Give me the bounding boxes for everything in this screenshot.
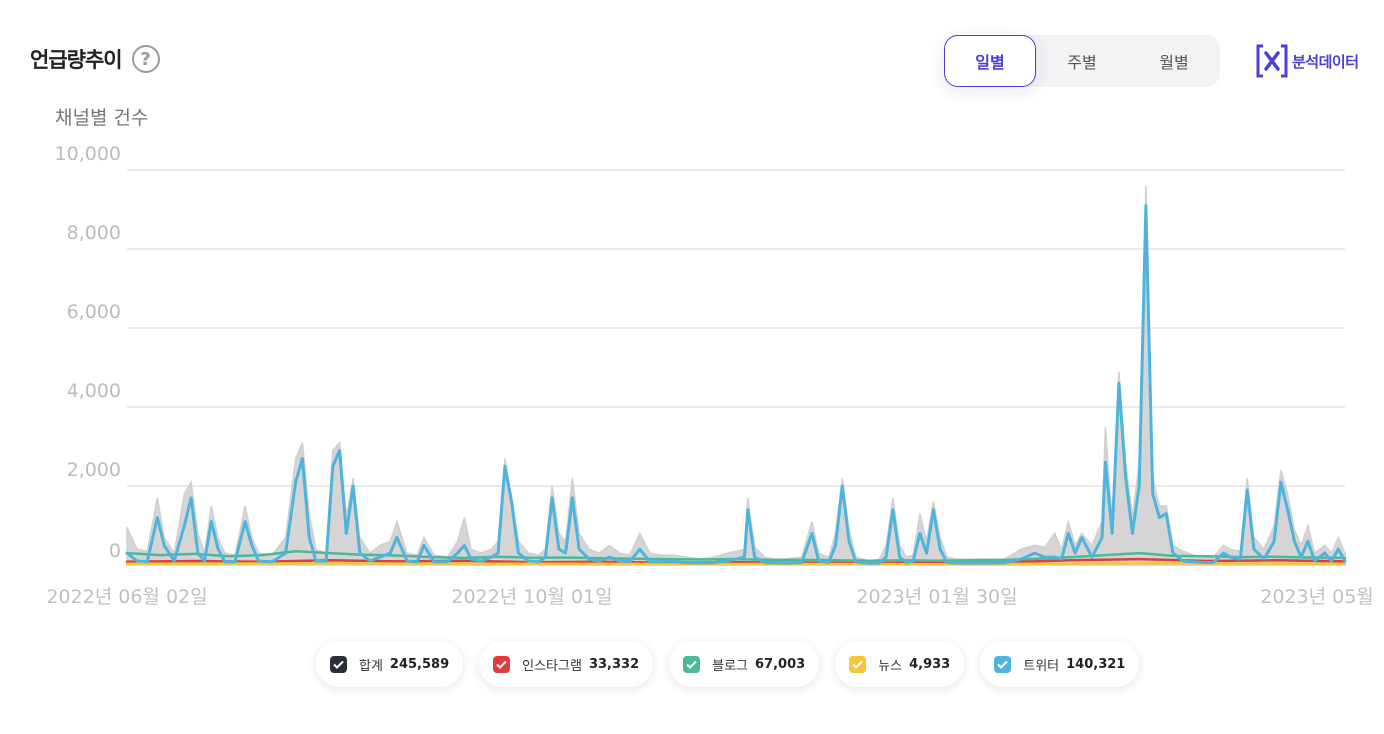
legend: 합계 245,589 인스타그램 33,332 블로그 67,003 뉴스 4,… [316, 641, 1140, 687]
legend-label: 트위터 [1023, 658, 1060, 674]
series-line-4 [125, 204, 1347, 565]
series-area-total [126, 185, 1346, 566]
excel-icon [1256, 44, 1288, 78]
mention-trend-chart: 10,000 8,000 6,000 4,000 2,000 0 2022년 06월 02일… [46, 143, 1374, 608]
series-line-3 [125, 562, 1347, 566]
legend-value: 67,003 [755, 656, 806, 672]
checkbox-checked-icon [330, 655, 347, 673]
y-tick-label: 2,000 [67, 459, 121, 481]
legend-item-twitter[interactable]: 트위터 140,321 [980, 641, 1140, 687]
export-label: 분석데이터 [1292, 52, 1359, 71]
legend-value: 33,332 [588, 656, 640, 672]
checkbox-checked-icon [994, 655, 1012, 673]
x-tick-label: 2022년 10월 01일 [451, 586, 612, 608]
y-tick-label: 0 [109, 540, 121, 562]
checkbox-checked-icon [683, 655, 701, 673]
y-tick-label: 8,000 [67, 222, 121, 244]
legend-item-blog[interactable]: 블로그 67,003 [669, 641, 820, 687]
page-title: 언급량추이 [30, 48, 123, 72]
legend-value: 245,589 [389, 656, 450, 672]
legend-item-total[interactable]: 합계 245,589 [316, 641, 464, 687]
x-tick-label: 2022년 06월 02일 [46, 586, 207, 608]
y-axis-label: 채널별 건수 [55, 107, 149, 129]
tab-monthly[interactable]: 월별 [1159, 53, 1189, 72]
help-icon[interactable]: ? [131, 45, 160, 73]
period-tabs: 일별 주별 월별 [944, 35, 1220, 87]
y-tick-label: 6,000 [67, 301, 121, 323]
tab-daily[interactable]: 일별 [944, 35, 1036, 87]
tab-weekly[interactable]: 주별 [1067, 53, 1097, 72]
y-tick-label: 10,000 [55, 143, 121, 165]
legend-label: 블로그 [712, 658, 749, 674]
legend-value: 140,321 [1066, 656, 1126, 672]
x-tick-label: 2023년 05월 [1260, 586, 1374, 608]
export-data-button[interactable]: 분석데이터 [1255, 43, 1359, 79]
legend-value: 4,933 [909, 656, 951, 672]
x-tick-label: 2023년 01월 30일 [856, 586, 1017, 608]
legend-item-news[interactable]: 뉴스 4,933 [835, 641, 965, 687]
checkbox-checked-icon [849, 655, 867, 673]
checkbox-checked-icon [493, 655, 511, 673]
legend-label: 합계 [359, 658, 383, 674]
legend-label: 인스타그램 [522, 658, 582, 674]
y-tick-label: 4,000 [67, 380, 121, 402]
chart-header: 언급량추이 ? [30, 44, 160, 74]
legend-item-instagram[interactable]: 인스타그램 33,332 [479, 641, 654, 687]
series-line-1 [125, 557, 1347, 565]
legend-label: 뉴스 [878, 658, 903, 674]
